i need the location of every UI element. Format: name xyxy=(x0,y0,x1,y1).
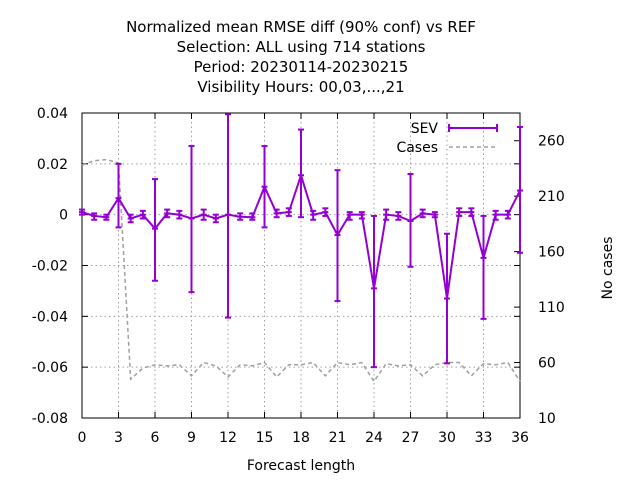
sev-errorbar xyxy=(383,208,390,221)
y2-tick-label: 210 xyxy=(538,189,565,205)
y2-axis-label: No cases xyxy=(600,237,616,300)
sev-series xyxy=(79,113,523,369)
y-tick-label: 0.04 xyxy=(37,106,68,122)
sev-errorbar xyxy=(504,209,511,220)
x-axis-ticks: 0 3 6 9 12 15 18 21 24 27 30 33 36 xyxy=(78,113,529,446)
sev-errorbar xyxy=(480,214,487,320)
y-tick-label: -0.06 xyxy=(32,360,68,376)
y2-tick-label: 110 xyxy=(538,300,565,316)
cases-series xyxy=(81,158,521,383)
sev-errorbar xyxy=(127,213,134,224)
x-axis-label: Forecast length xyxy=(247,458,355,474)
sev-errorbar xyxy=(139,209,146,220)
sev-errorbar xyxy=(152,178,158,282)
sev-errorbar xyxy=(431,211,438,219)
title-line-0: Normalized mean RMSE diff (90% conf) vs … xyxy=(126,18,476,36)
x-tick-label: 27 xyxy=(402,430,420,446)
sev-errorbar xyxy=(517,125,523,254)
x-tick-label: 0 xyxy=(78,430,87,446)
y-tick-label: -0.08 xyxy=(32,411,68,427)
x-tick-label: 33 xyxy=(475,430,493,446)
chart-title: Normalized mean RMSE diff (90% conf) vs … xyxy=(126,18,476,96)
sev-errorbar xyxy=(79,208,85,216)
x-tick-label: 36 xyxy=(511,430,529,446)
sev-errorbar xyxy=(176,209,183,220)
sev-errorbar xyxy=(358,211,365,220)
sev-errorbar xyxy=(91,212,98,221)
x-tick-label: 12 xyxy=(219,430,237,446)
cases-line xyxy=(81,158,521,383)
sev-errorbar xyxy=(346,211,353,221)
y-tick-label: 0.02 xyxy=(37,157,68,173)
sev-errorbar xyxy=(371,214,377,369)
sev-errorbar xyxy=(444,232,450,365)
sev-errorbar xyxy=(261,145,268,229)
x-tick-label: 18 xyxy=(292,430,310,446)
sev-errorbar xyxy=(285,207,292,217)
sev-errorbar xyxy=(322,207,329,217)
y2-tick-label: 10 xyxy=(538,411,556,427)
sev-errorbar xyxy=(237,212,244,221)
legend-label-cases: Cases xyxy=(396,140,438,156)
sev-errorbar xyxy=(225,113,231,319)
sev-errorbar xyxy=(492,209,499,221)
y2-tick-label: 60 xyxy=(538,356,556,372)
sev-errorbar xyxy=(468,207,475,217)
x-tick-label: 3 xyxy=(114,430,123,446)
legend-swatch-sev xyxy=(448,124,498,132)
title-line-2: Period: 20230114-20230215 xyxy=(194,58,409,76)
sev-errorbar xyxy=(273,208,280,219)
sev-errorbar xyxy=(249,212,256,221)
sev-errorbar xyxy=(115,162,122,229)
y2-tick-label: 160 xyxy=(538,245,565,261)
sev-errorbar xyxy=(310,209,317,221)
sev-errorbar xyxy=(334,169,341,303)
y2-axis-ticks: 260 210 160 110 60 10 xyxy=(514,134,565,427)
x-tick-label: 15 xyxy=(256,430,274,446)
x-tick-label: 21 xyxy=(329,430,347,446)
sev-errorbar xyxy=(419,208,426,219)
y-tick-label: 0 xyxy=(59,208,68,224)
title-line-3: Visibility Hours: 00,03,...,21 xyxy=(197,78,404,96)
x-tick-label: 24 xyxy=(365,430,383,446)
y2-tick-label: 260 xyxy=(538,134,565,150)
sev-errorbar xyxy=(103,213,110,221)
sev-errorbar xyxy=(188,145,195,294)
title-line-1: Selection: ALL using 714 stations xyxy=(177,38,426,56)
x-tick-label: 30 xyxy=(438,430,456,446)
legend-label-sev: SEV xyxy=(411,121,439,137)
y-tick-label: -0.02 xyxy=(32,259,68,275)
sev-errorbar xyxy=(212,213,219,224)
legend: SEV Cases xyxy=(396,121,498,156)
sev-errorbar xyxy=(407,173,414,268)
y-tick-label: -0.04 xyxy=(32,309,68,325)
sev-errorbar xyxy=(395,211,402,221)
sev-errorbar xyxy=(298,128,304,219)
x-tick-label: 6 xyxy=(151,430,160,446)
sev-errorbar xyxy=(456,207,463,217)
x-tick-label: 9 xyxy=(187,430,196,446)
sev-errorbar xyxy=(200,208,207,221)
sev-errorbar xyxy=(164,208,171,219)
